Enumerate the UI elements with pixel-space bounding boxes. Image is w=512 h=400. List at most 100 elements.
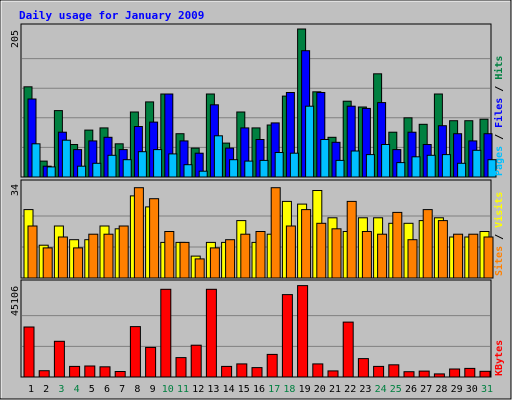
bar-pages-day-5 — [92, 162, 102, 178]
x-tick-label-26: 26 — [405, 384, 417, 395]
bar-sites-day-4 — [73, 247, 84, 279]
x-tick-label-3: 3 — [58, 384, 64, 395]
bar-kbytes-day-29 — [449, 368, 461, 378]
bar-pages-day-19 — [305, 105, 315, 178]
plot-area-3 — [20, 279, 492, 378]
x-tick-label-18: 18 — [283, 384, 295, 395]
x-tick-label-11: 11 — [177, 384, 189, 395]
bar-sites-day-23 — [361, 231, 372, 279]
bar-sites-day-5 — [88, 233, 99, 279]
bar-sites-day-12 — [194, 258, 205, 279]
bar-pages-day-14 — [229, 159, 239, 178]
bar-kbytes-day-14 — [221, 365, 233, 378]
bar-pages-day-15 — [244, 160, 254, 178]
x-tick-label-29: 29 — [451, 384, 463, 395]
bar-kbytes-day-28 — [433, 373, 445, 378]
panel-hits-files-pages: 205 Pages / Files / Hits — [10, 23, 505, 178]
grid-lines-3 — [22, 315, 490, 347]
bar-pages-day-9 — [153, 149, 163, 178]
chart-title: Daily usage for January 2009 — [19, 9, 204, 22]
x-tick-label-22: 22 — [344, 384, 356, 395]
x-tick-label-5: 5 — [89, 384, 95, 395]
bar-kbytes-day-24 — [373, 365, 385, 378]
bar-sites-day-30 — [468, 233, 479, 279]
bar-sites-day-26 — [407, 239, 418, 279]
bar-pages-day-12 — [198, 170, 208, 178]
bar-sites-day-28 — [437, 220, 448, 279]
bar-pages-day-8 — [137, 151, 147, 178]
bar-sites-day-2 — [42, 247, 53, 279]
bar-sites-day-9 — [149, 198, 160, 279]
bar-pages-day-24 — [381, 144, 391, 178]
max-label-kbytes: 45106 — [10, 286, 21, 316]
x-tick-label-12: 12 — [192, 384, 204, 395]
bar-kbytes-day-6 — [99, 366, 111, 378]
bar-pages-day-29 — [457, 162, 467, 178]
bars-hits-files-pages — [23, 28, 497, 178]
bar-sites-day-24 — [377, 233, 388, 279]
x-tick-label-16: 16 — [253, 384, 265, 395]
bar-pages-day-3 — [61, 139, 71, 178]
panel-visits-sites: 34 Sites / Visits — [10, 179, 505, 279]
bar-pages-day-31 — [487, 159, 497, 178]
x-tick-label-25: 25 — [390, 384, 402, 395]
x-tick-label-9: 9 — [150, 384, 156, 395]
bar-pages-day-1 — [31, 143, 41, 178]
bar-kbytes-day-3 — [53, 340, 65, 378]
x-tick-label-4: 4 — [74, 384, 80, 395]
bar-sites-day-29 — [453, 233, 464, 279]
x-tick-label-24: 24 — [375, 384, 387, 395]
bar-kbytes-day-31 — [479, 370, 491, 378]
bar-pages-day-26 — [411, 156, 421, 178]
legend-visits: Visits — [493, 192, 505, 228]
bar-sites-day-31 — [483, 236, 494, 279]
bar-pages-day-18 — [289, 152, 299, 178]
legend-hits-files-pages: Pages / Files / Hits — [493, 56, 505, 176]
x-tick-label-7: 7 — [119, 384, 125, 395]
bar-sites-day-21 — [331, 228, 342, 279]
bar-sites-day-16 — [255, 231, 266, 279]
panel-kbytes: 45106 KBytes — [10, 279, 505, 378]
bar-kbytes-day-1 — [23, 326, 35, 378]
bar-sites-day-17 — [270, 187, 281, 279]
bar-kbytes-day-23 — [357, 358, 369, 378]
bar-kbytes-day-21 — [327, 370, 339, 378]
bar-sites-day-13 — [209, 247, 220, 279]
bar-pages-day-6 — [107, 154, 117, 178]
bar-kbytes-day-19 — [297, 285, 309, 378]
x-tick-label-30: 30 — [466, 384, 478, 395]
bar-sites-day-7 — [118, 225, 129, 279]
x-tick-label-17: 17 — [268, 384, 280, 395]
bar-pages-day-4 — [77, 165, 87, 178]
bar-kbytes-day-7 — [114, 371, 126, 378]
bar-pages-day-30 — [472, 149, 482, 178]
bar-kbytes-day-9 — [145, 346, 157, 378]
bar-pages-day-20 — [320, 139, 330, 178]
bar-kbytes-day-11 — [175, 357, 187, 378]
legend-pages: Pages — [494, 146, 505, 176]
bar-pages-day-22 — [350, 150, 360, 178]
x-tick-label-21: 21 — [329, 384, 341, 395]
bar-pages-day-28 — [441, 154, 451, 178]
bar-sites-day-8 — [133, 187, 144, 279]
bar-sites-day-22 — [346, 200, 357, 279]
bar-pages-day-25 — [396, 162, 406, 178]
bar-sites-day-1 — [27, 225, 38, 279]
bar-sites-day-19 — [301, 209, 312, 279]
bars-kbytes — [23, 285, 491, 378]
bar-kbytes-day-15 — [236, 363, 248, 378]
bar-kbytes-day-10 — [160, 288, 172, 378]
bar-sites-day-25 — [392, 211, 403, 279]
bar-pages-day-23 — [365, 154, 375, 178]
bar-kbytes-day-26 — [403, 371, 415, 378]
bar-kbytes-day-4 — [69, 365, 81, 378]
bar-sites-day-15 — [240, 233, 251, 279]
x-tick-label-13: 13 — [207, 384, 219, 395]
bar-sites-day-27 — [422, 209, 433, 279]
bar-kbytes-day-8 — [129, 326, 141, 378]
bar-kbytes-day-16 — [251, 367, 263, 378]
legend-sites: Sites — [493, 246, 505, 276]
bar-pages-day-10 — [168, 153, 178, 178]
bar-pages-day-16 — [259, 159, 269, 178]
